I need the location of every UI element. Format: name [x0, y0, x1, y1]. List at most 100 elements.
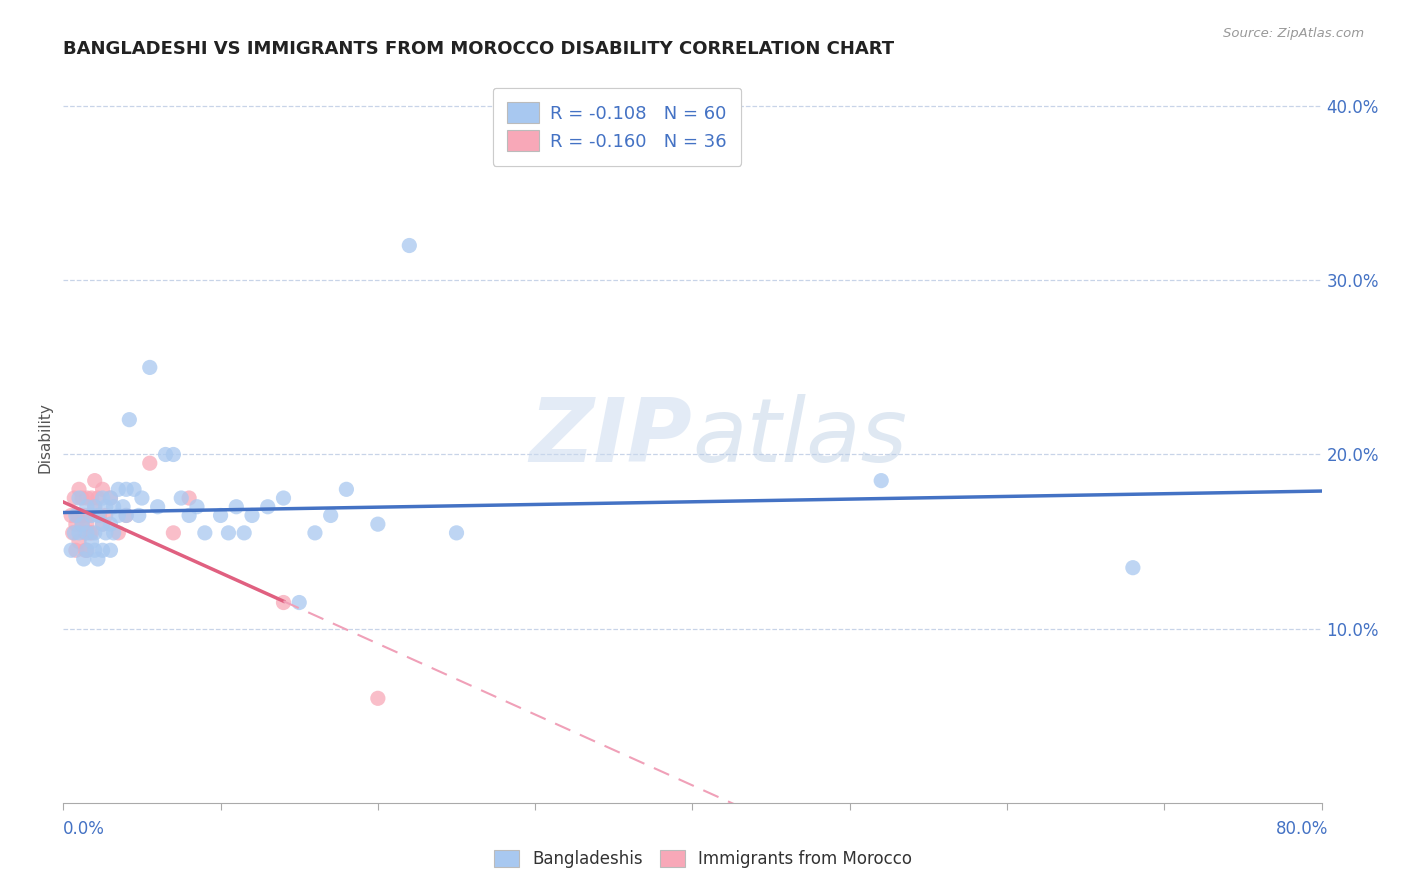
Point	[107, 508, 129, 523]
Point	[67, 534, 90, 549]
Legend: Bangladeshis, Immigrants from Morocco: Bangladeshis, Immigrants from Morocco	[488, 843, 918, 875]
Point	[118, 412, 141, 426]
Point	[170, 491, 193, 505]
Point	[91, 491, 114, 505]
Point	[233, 525, 256, 540]
Point	[91, 483, 114, 497]
Legend: R = -0.108   N = 60, R = -0.160   N = 36: R = -0.108 N = 60, R = -0.160 N = 36	[492, 87, 741, 166]
Text: 0.0%: 0.0%	[63, 820, 105, 838]
Point	[83, 474, 105, 488]
Point	[80, 508, 103, 523]
Point	[75, 543, 97, 558]
Point	[94, 508, 117, 523]
Point	[75, 525, 97, 540]
Y-axis label: Disability: Disability	[37, 401, 52, 473]
Point	[60, 543, 83, 558]
Point	[63, 525, 86, 540]
Point	[80, 525, 103, 540]
Point	[67, 508, 90, 523]
Point	[94, 525, 117, 540]
Point	[398, 238, 420, 252]
Point	[77, 508, 100, 523]
Point	[186, 500, 208, 514]
Point	[76, 543, 98, 558]
Point	[1122, 560, 1144, 574]
Point	[870, 474, 893, 488]
Point	[100, 543, 122, 558]
Point	[80, 491, 103, 505]
Point	[128, 508, 150, 523]
Point	[91, 517, 114, 532]
Text: BANGLADESHI VS IMMIGRANTS FROM MOROCCO DISABILITY CORRELATION CHART: BANGLADESHI VS IMMIGRANTS FROM MOROCCO D…	[63, 40, 894, 58]
Point	[100, 491, 122, 505]
Point	[65, 543, 87, 558]
Point	[273, 491, 295, 505]
Point	[80, 534, 103, 549]
Point	[177, 508, 201, 523]
Point	[107, 483, 129, 497]
Point	[70, 491, 93, 505]
Point	[73, 552, 96, 566]
Point	[87, 508, 110, 523]
Point	[115, 483, 138, 497]
Point	[367, 691, 389, 706]
Point	[115, 508, 138, 523]
Point	[139, 360, 162, 375]
Point	[256, 500, 278, 514]
Point	[70, 517, 93, 532]
Point	[288, 595, 311, 609]
Point	[67, 525, 90, 540]
Point	[162, 448, 184, 462]
Point	[76, 500, 98, 514]
Point	[91, 517, 114, 532]
Point	[65, 508, 87, 523]
Point	[446, 525, 468, 540]
Text: 80.0%: 80.0%	[1277, 820, 1329, 838]
Point	[76, 525, 98, 540]
Point	[103, 525, 125, 540]
Point	[89, 508, 111, 523]
Point	[304, 525, 326, 540]
Point	[115, 508, 138, 523]
Point	[162, 525, 184, 540]
Point	[367, 517, 389, 532]
Point	[83, 543, 105, 558]
Point	[335, 483, 357, 497]
Point	[63, 491, 86, 505]
Point	[76, 517, 98, 532]
Point	[107, 525, 129, 540]
Point	[100, 517, 122, 532]
Point	[319, 508, 342, 523]
Text: atlas: atlas	[693, 394, 907, 480]
Point	[67, 483, 90, 497]
Point	[94, 500, 117, 514]
Point	[177, 491, 201, 505]
Point	[73, 508, 96, 523]
Point	[60, 508, 83, 523]
Point	[209, 508, 232, 523]
Point	[103, 500, 125, 514]
Text: ZIP: ZIP	[530, 393, 693, 481]
Point	[62, 525, 84, 540]
Point	[273, 595, 295, 609]
Point	[87, 552, 110, 566]
Point	[240, 508, 263, 523]
Point	[112, 500, 135, 514]
Point	[67, 491, 90, 505]
Point	[155, 448, 177, 462]
Point	[87, 491, 110, 505]
Point	[65, 517, 87, 532]
Point	[139, 456, 162, 470]
Point	[194, 525, 217, 540]
Point	[79, 525, 101, 540]
Point	[146, 500, 169, 514]
Point	[70, 517, 93, 532]
Point	[83, 500, 105, 514]
Point	[76, 543, 98, 558]
Point	[131, 491, 153, 505]
Point	[76, 491, 98, 505]
Point	[217, 525, 239, 540]
Point	[83, 500, 105, 514]
Point	[83, 525, 105, 540]
Point	[122, 483, 145, 497]
